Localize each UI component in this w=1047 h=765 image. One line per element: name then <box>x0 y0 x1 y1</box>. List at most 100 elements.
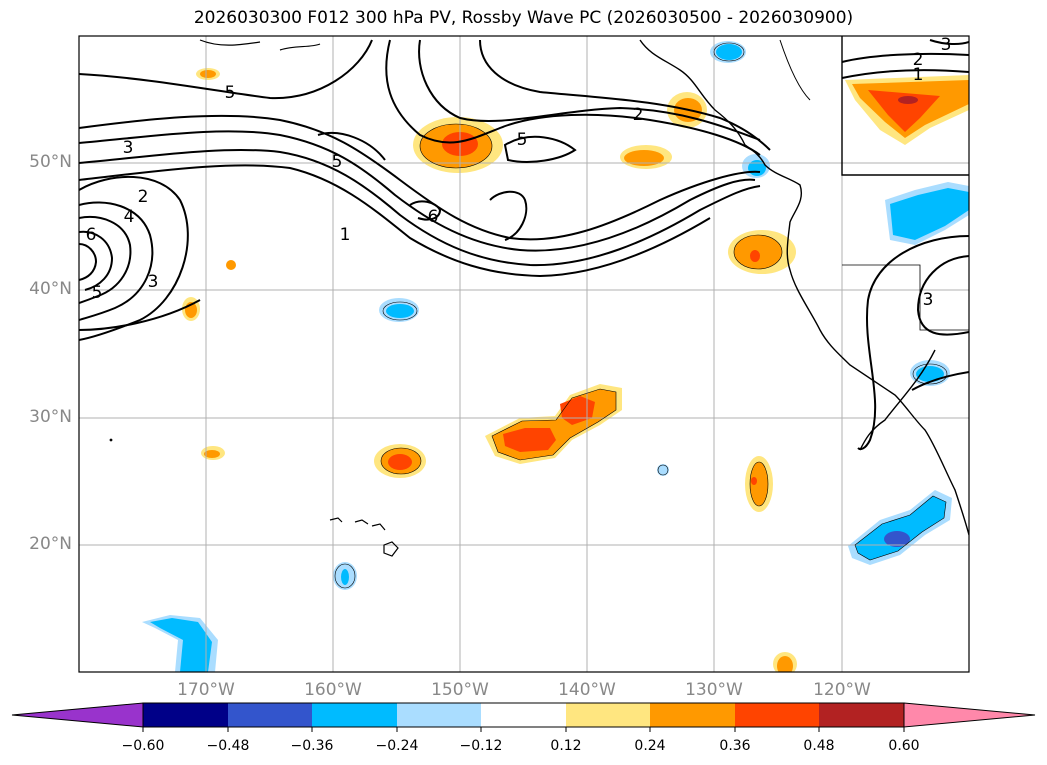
colorbar-high-extend <box>903 702 1036 728</box>
positive-anomaly-north-pacific <box>413 117 503 173</box>
colorbar-bin <box>566 703 650 727</box>
canada-border-box <box>841 36 969 176</box>
positive-anomaly-west-c <box>226 260 236 270</box>
lon-label-160w: 160°W <box>304 680 362 700</box>
contour-east-south <box>911 371 969 391</box>
contour-3-west <box>79 201 154 321</box>
negative-anomaly-mid-a-core <box>386 304 414 318</box>
positive-anomaly-west-b-core <box>204 450 220 458</box>
colorbar-bin <box>312 703 397 727</box>
contour-label: 3 <box>923 290 934 310</box>
contour-3-east <box>916 255 969 336</box>
plot-area <box>79 36 969 672</box>
colorbar-frame <box>142 702 905 728</box>
colorbar-tick-label: 0.48 <box>803 738 835 754</box>
negative-anomaly-tiny <box>657 464 669 476</box>
contour-3-north <box>418 39 761 141</box>
contour-2-north <box>479 39 771 151</box>
colorbar-bin <box>735 703 819 727</box>
lat-label-20n: 20°N <box>29 534 72 554</box>
colorbar-low-extend <box>11 702 144 728</box>
colorbar-bin <box>650 703 735 727</box>
colorbar-bin <box>397 703 481 727</box>
negative-anomaly-southwest <box>142 615 218 672</box>
colorbar-ticks <box>142 727 905 732</box>
map-title: 2026030300 F012 300 hPa PV, Rossby Wave … <box>193 8 854 28</box>
colorbar-tick-label: −0.36 <box>290 738 334 754</box>
contour-label: 3 <box>123 138 134 158</box>
pv-contours <box>79 39 969 450</box>
positive-anomaly-baja-core <box>750 462 768 506</box>
negative-anomaly-alaska-core <box>716 44 742 60</box>
lon-label-130w: 130°W <box>685 680 743 700</box>
positive-anomaly-canada <box>845 75 969 145</box>
lon-label-120w: 120°W <box>813 680 871 700</box>
contour-5-north <box>79 39 373 100</box>
contour-label: 1 <box>340 225 351 245</box>
colorbar-tick-label: −0.60 <box>121 738 165 754</box>
contour-0 <box>79 164 711 278</box>
contour-1-ne <box>841 69 969 79</box>
positive-anomaly-central-pacific <box>485 384 622 464</box>
contour-label: 3 <box>941 35 952 55</box>
positive-anomaly-south-core <box>777 656 793 672</box>
contour-5-center <box>317 132 386 161</box>
negative-anomaly-hawaii-south-core <box>341 569 349 585</box>
contour-label: 5 <box>517 130 528 150</box>
alaska-panhandle <box>779 39 811 101</box>
colorbar-tick-label: 0.12 <box>550 738 582 754</box>
colorbar-tick-label: −0.48 <box>206 738 250 754</box>
islands <box>109 39 399 557</box>
lon-label-150w: 150°W <box>431 680 489 700</box>
positive-anomaly-small-a-core <box>624 150 664 166</box>
positive-anomaly-offshore <box>728 230 796 274</box>
anomaly-fields <box>142 41 969 672</box>
contour-label: 1 <box>913 65 924 85</box>
contour-label: 3 <box>148 272 159 292</box>
contour-label: 2 <box>633 105 644 125</box>
contour-6-west <box>79 243 98 281</box>
contour-5-east <box>503 135 577 163</box>
contour-2-west <box>79 175 189 341</box>
graticule <box>79 36 969 672</box>
contour-2-ne <box>841 52 969 63</box>
lat-label-50n: 50°N <box>29 152 72 172</box>
colorbar-tick-label: 0.36 <box>719 738 751 754</box>
contour-3-ne <box>929 39 969 46</box>
anomaly-outlines <box>334 42 948 589</box>
positive-anomaly-hawaii-north <box>374 444 426 478</box>
contour-label: 2 <box>913 50 924 70</box>
contour-2-lower <box>79 130 756 252</box>
contour-labels: 5 3 2 4 6 5 3 5 6 1 2 5 2 3 1 3 <box>86 35 952 310</box>
contour-label: 5 <box>92 283 103 303</box>
contour-label: 6 <box>86 225 97 245</box>
baja-peninsula <box>859 349 936 451</box>
colorbar-tick-label: 0.24 <box>634 738 666 754</box>
lat-label-30n: 30°N <box>29 407 72 427</box>
contour-5-west <box>79 230 114 291</box>
contour-label: 5 <box>225 83 236 103</box>
state-borders <box>842 264 969 331</box>
colorbar-bin <box>228 703 312 727</box>
contour-6-center <box>409 200 442 221</box>
contour-1-east <box>857 235 969 450</box>
contour-label: 2 <box>138 187 149 207</box>
contour-1 <box>79 148 761 267</box>
colorbar-bin <box>143 703 228 727</box>
colorbar-tick-label: 0.60 <box>888 738 920 754</box>
colorbar <box>11 702 1036 732</box>
positive-anomaly-baja-max <box>751 477 757 485</box>
contour-label: 6 <box>428 207 439 227</box>
colorbar-tick-label: −0.24 <box>375 738 419 754</box>
lat-label-40n: 40°N <box>29 279 72 299</box>
contour-4-north <box>385 39 761 156</box>
contour-1-west <box>79 299 201 331</box>
positive-anomaly-small-b-core <box>200 70 216 78</box>
colorbar-tick-label: −0.12 <box>459 738 503 754</box>
contour-4-west <box>79 216 132 304</box>
coastline <box>639 36 969 536</box>
lon-label-140w: 140°W <box>558 680 616 700</box>
colorbar-bin <box>481 703 566 727</box>
negative-anomaly-mexico-offshore <box>848 490 952 565</box>
